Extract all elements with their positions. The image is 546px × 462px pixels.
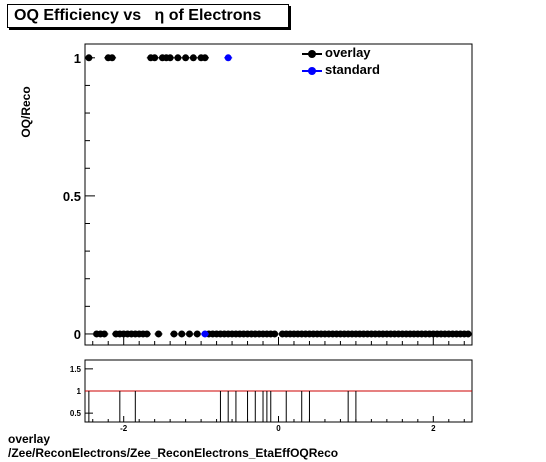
ratio-x-tick-label: 0 [276, 424, 281, 433]
title-box: OQ Efficiency vs η of Electrons [7, 4, 289, 28]
data-point-overlay [108, 54, 116, 62]
data-point-overlay [170, 330, 178, 338]
data-point-overlay [271, 330, 279, 338]
y-tick-label: 0.5 [63, 189, 81, 204]
data-point-overlay [464, 330, 472, 338]
legend-marker-overlay [308, 50, 316, 58]
legend-marker-standard [308, 67, 316, 75]
footer-line-2: /Zee/ReconElectrons/Zee_ReconElectrons_E… [8, 446, 339, 460]
data-point-overlay [155, 330, 163, 338]
data-point-standard [224, 54, 232, 62]
data-point-overlay [193, 330, 201, 338]
main-plot-frame [84, 43, 473, 346]
data-point-overlay [100, 330, 108, 338]
legend-label-standard: standard [325, 62, 380, 77]
ratio-y-tick-label: 1.5 [70, 365, 82, 374]
data-point-overlay [182, 54, 190, 62]
ratio-y-tick-label: 1 [77, 387, 82, 396]
y-tick-label: 1 [74, 51, 81, 66]
footer-line-1: overlay [8, 432, 51, 446]
footer-caption: overlay /Zee/ReconElectrons/Zee_ReconEle… [8, 432, 338, 460]
data-point-overlay [201, 54, 209, 62]
data-point-overlay [174, 54, 182, 62]
y-tick-label: 0 [74, 327, 81, 342]
ratio-x-tick-label: -2 [120, 424, 128, 433]
legend-label-overlay: overlay [325, 45, 371, 60]
data-point-overlay [185, 330, 193, 338]
data-point-overlay [85, 54, 93, 62]
ratio-y-tick-label: 0.5 [70, 409, 82, 418]
data-point-overlay [189, 54, 197, 62]
data-point-overlay [166, 54, 174, 62]
chart-title: OQ Efficiency vs η of Electrons [14, 7, 262, 24]
data-point-standard [201, 330, 209, 338]
data-point-overlay [143, 330, 151, 338]
ratio-x-tick-label: 2 [431, 424, 436, 433]
data-point-overlay [151, 54, 159, 62]
data-point-overlay [178, 330, 186, 338]
